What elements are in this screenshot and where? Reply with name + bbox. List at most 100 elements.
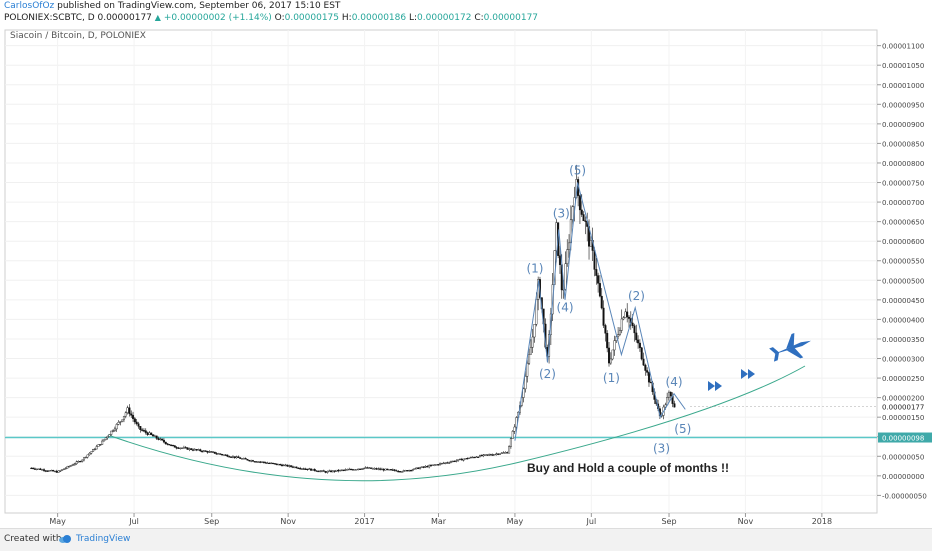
candle-body bbox=[342, 469, 345, 471]
candle-body bbox=[266, 462, 269, 465]
candle-body bbox=[422, 466, 425, 468]
candle-body bbox=[524, 376, 527, 390]
candle-body bbox=[61, 469, 64, 471]
candle-body bbox=[375, 468, 378, 470]
candle-body bbox=[81, 459, 84, 462]
price-axis[interactable]: -0.000000500.000000000.000000500.0000010… bbox=[877, 43, 927, 501]
candle-body bbox=[386, 468, 389, 470]
candle-body bbox=[415, 467, 418, 469]
plot-area[interactable] bbox=[4, 29, 878, 514]
candle-body bbox=[499, 453, 502, 455]
symbol-line: POLONIEX:SCBTC, D 0.00000177 bbox=[4, 13, 152, 23]
y-tick-label: 0.00001100 bbox=[882, 43, 924, 51]
candle-body bbox=[428, 465, 431, 468]
candle-body bbox=[451, 460, 454, 463]
candle-body bbox=[135, 421, 138, 424]
candle-body bbox=[255, 461, 258, 463]
candle-body bbox=[79, 461, 82, 463]
candle-body bbox=[302, 468, 305, 470]
candle-body bbox=[328, 470, 331, 472]
candle-body bbox=[275, 463, 278, 465]
candle-body bbox=[182, 447, 185, 449]
candle-body bbox=[424, 466, 427, 468]
wave-label: (1) bbox=[603, 371, 620, 385]
candle-body bbox=[644, 364, 647, 371]
candle-body bbox=[500, 452, 503, 454]
candle-body bbox=[208, 451, 211, 453]
jet-plane-icon bbox=[769, 332, 812, 362]
candle-body bbox=[173, 445, 176, 448]
candle-body bbox=[310, 468, 313, 471]
y-tick-label: 0.00000950 bbox=[882, 101, 924, 109]
candle-body bbox=[168, 444, 171, 446]
candle-body bbox=[319, 470, 322, 472]
candle-body bbox=[93, 448, 96, 451]
candle-body bbox=[637, 339, 640, 344]
x-tick-label: Jul bbox=[586, 517, 597, 526]
candle-body bbox=[264, 462, 267, 464]
candle-body bbox=[324, 471, 327, 473]
candle-body bbox=[152, 434, 155, 437]
candle-body bbox=[199, 449, 202, 452]
y-tick-label: 0.00000700 bbox=[882, 199, 924, 207]
candle-body bbox=[442, 462, 445, 465]
y-tick-label: 0.00000650 bbox=[882, 219, 924, 227]
candle-body bbox=[326, 471, 329, 473]
candle-body bbox=[177, 447, 180, 449]
candle-body bbox=[55, 470, 58, 473]
candle-body bbox=[413, 468, 416, 470]
candle-body bbox=[315, 470, 318, 472]
candle-body bbox=[117, 422, 120, 425]
candle-body bbox=[673, 403, 676, 408]
candle-body bbox=[144, 430, 147, 433]
candle-body bbox=[191, 449, 194, 451]
candle-body bbox=[362, 467, 365, 470]
candle-body bbox=[235, 456, 238, 458]
candle-body bbox=[373, 468, 376, 470]
candle-body bbox=[469, 456, 472, 459]
tradingview-logo-text[interactable]: TradingView bbox=[76, 534, 131, 544]
candle-body bbox=[59, 470, 62, 472]
candle-body bbox=[397, 471, 400, 473]
candle-body bbox=[224, 454, 227, 456]
candle-body bbox=[239, 457, 242, 459]
candle-body bbox=[313, 468, 316, 471]
y-tick-label: 0.00000550 bbox=[882, 258, 924, 266]
candles bbox=[30, 164, 676, 474]
candle-body bbox=[431, 464, 434, 466]
candle-body bbox=[221, 454, 224, 456]
candle-body bbox=[282, 464, 285, 467]
candle-body bbox=[166, 443, 169, 445]
candle-body bbox=[419, 467, 422, 470]
candle-body bbox=[204, 450, 207, 452]
wave-label: (3) bbox=[653, 441, 670, 455]
candle-body bbox=[411, 469, 414, 471]
candle-body bbox=[346, 469, 349, 471]
candle-body bbox=[308, 468, 311, 470]
candle-body bbox=[133, 418, 136, 423]
price-chart[interactable]: (1) (2) (3) (4) (5) (1) (2) (3) (4) (5) Buy and H… bbox=[0, 0, 932, 528]
rounded-bottom-curve bbox=[107, 365, 806, 482]
author-link[interactable]: CarlosOfOz bbox=[4, 1, 55, 11]
candle-body bbox=[486, 454, 489, 456]
candle-body bbox=[290, 465, 293, 467]
candle-body bbox=[88, 453, 91, 456]
candle-body bbox=[230, 456, 233, 458]
candle-body bbox=[455, 460, 458, 462]
wave-label: (1) bbox=[526, 261, 543, 275]
candle-body bbox=[43, 469, 46, 471]
candle-body bbox=[622, 317, 625, 320]
time-axis[interactable]: May Jul Sep Nov 2017 Mar May Jul Sep Nov 2018 bbox=[49, 513, 832, 526]
candle-body bbox=[360, 468, 363, 470]
candle-body bbox=[50, 470, 53, 472]
candle-body bbox=[72, 464, 75, 466]
candle-body bbox=[582, 214, 585, 222]
candle-body bbox=[104, 437, 107, 440]
last-price-label: 0.00000177 bbox=[882, 404, 924, 412]
candle-body bbox=[161, 438, 164, 441]
candle-body bbox=[277, 464, 280, 466]
candle-body bbox=[57, 470, 60, 473]
candle-body bbox=[217, 453, 220, 455]
candle-body bbox=[52, 470, 55, 472]
candle-body bbox=[77, 461, 80, 463]
